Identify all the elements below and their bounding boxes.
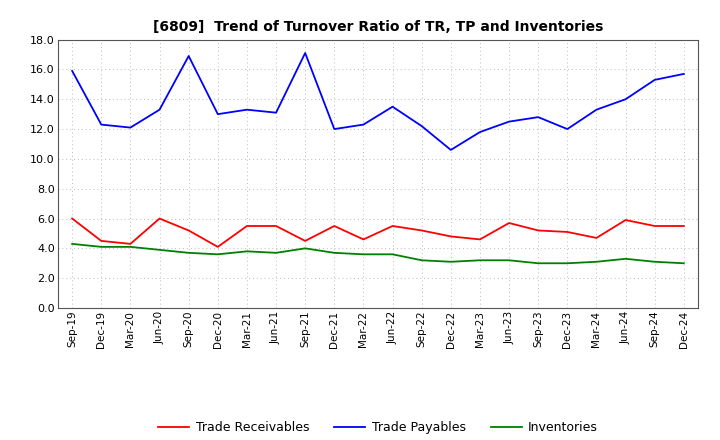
Trade Receivables — [418, 228, 426, 233]
Trade Payables — [243, 107, 251, 112]
Trade Payables — [126, 125, 135, 130]
Title: [6809]  Trend of Turnover Ratio of TR, TP and Inventories: [6809] Trend of Turnover Ratio of TR, TP… — [153, 20, 603, 34]
Inventories — [563, 260, 572, 266]
Trade Receivables — [680, 224, 688, 229]
Trade Receivables — [184, 228, 193, 233]
Trade Receivables — [505, 220, 513, 226]
Trade Receivables — [476, 237, 485, 242]
Inventories — [621, 256, 630, 261]
Trade Receivables — [592, 235, 600, 241]
Legend: Trade Receivables, Trade Payables, Inventories: Trade Receivables, Trade Payables, Inven… — [153, 416, 603, 439]
Inventories — [388, 252, 397, 257]
Line: Trade Receivables: Trade Receivables — [72, 219, 684, 247]
Trade Payables — [156, 107, 164, 112]
Trade Payables — [330, 126, 338, 132]
Trade Payables — [505, 119, 513, 124]
Inventories — [680, 260, 688, 266]
Trade Receivables — [68, 216, 76, 221]
Inventories — [156, 247, 164, 253]
Inventories — [213, 252, 222, 257]
Trade Payables — [650, 77, 659, 82]
Trade Receivables — [301, 238, 310, 244]
Inventories — [97, 244, 106, 249]
Trade Payables — [271, 110, 280, 115]
Line: Trade Payables: Trade Payables — [72, 53, 684, 150]
Trade Receivables — [243, 224, 251, 229]
Inventories — [592, 259, 600, 264]
Trade Payables — [592, 107, 600, 112]
Inventories — [271, 250, 280, 256]
Trade Payables — [184, 53, 193, 59]
Trade Receivables — [126, 241, 135, 246]
Trade Receivables — [97, 238, 106, 244]
Inventories — [184, 250, 193, 256]
Inventories — [418, 258, 426, 263]
Trade Receivables — [563, 229, 572, 235]
Inventories — [505, 258, 513, 263]
Trade Payables — [97, 122, 106, 127]
Trade Receivables — [213, 244, 222, 249]
Inventories — [126, 244, 135, 249]
Trade Payables — [621, 97, 630, 102]
Inventories — [243, 249, 251, 254]
Line: Inventories: Inventories — [72, 244, 684, 263]
Inventories — [68, 241, 76, 246]
Inventories — [301, 246, 310, 251]
Trade Payables — [388, 104, 397, 109]
Trade Receivables — [534, 228, 543, 233]
Trade Payables — [359, 122, 368, 127]
Inventories — [359, 252, 368, 257]
Trade Payables — [301, 50, 310, 55]
Inventories — [476, 258, 485, 263]
Trade Receivables — [359, 237, 368, 242]
Inventories — [534, 260, 543, 266]
Trade Payables — [476, 129, 485, 135]
Inventories — [330, 250, 338, 256]
Trade Receivables — [446, 234, 455, 239]
Trade Payables — [68, 68, 76, 73]
Trade Receivables — [330, 224, 338, 229]
Trade Receivables — [621, 217, 630, 223]
Trade Receivables — [650, 224, 659, 229]
Trade Payables — [446, 147, 455, 153]
Inventories — [446, 259, 455, 264]
Trade Receivables — [271, 224, 280, 229]
Trade Receivables — [156, 216, 164, 221]
Trade Receivables — [388, 224, 397, 229]
Trade Payables — [563, 126, 572, 132]
Trade Payables — [418, 124, 426, 129]
Inventories — [650, 259, 659, 264]
Trade Payables — [680, 71, 688, 77]
Trade Payables — [534, 114, 543, 120]
Trade Payables — [213, 111, 222, 117]
